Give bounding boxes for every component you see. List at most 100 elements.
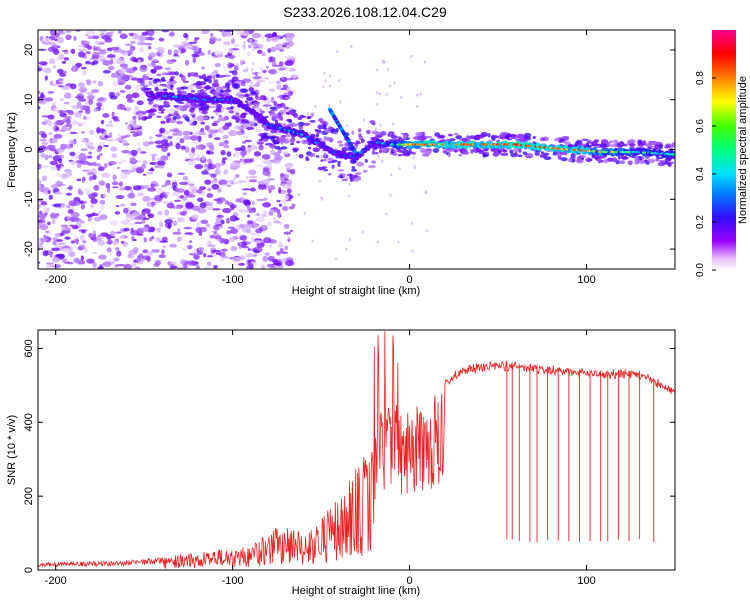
spectrogram-speckle <box>86 155 93 159</box>
spectrogram-speckle <box>254 225 257 229</box>
spectrogram-speckle <box>314 104 317 108</box>
spectrogram-speckle <box>193 249 197 253</box>
spectrogram-speckle <box>505 134 510 140</box>
spectrogram-speckle <box>158 220 163 227</box>
spectrogram-speckle <box>375 68 379 72</box>
spectrogram-speckle <box>110 146 118 152</box>
spectrogram-speckle <box>278 213 281 217</box>
spectrogram-speckle <box>196 221 201 228</box>
spectrogram-speckle <box>69 160 77 166</box>
spectrogram-speckle <box>239 242 242 246</box>
spectrogram-speckle <box>268 56 272 64</box>
spectrogram-speckle <box>268 209 277 213</box>
spectrogram-speckle <box>74 96 85 99</box>
spectrogram-speckle <box>595 157 599 161</box>
spectrogram-speckle <box>40 92 44 99</box>
spectrogram-speckle <box>201 109 208 115</box>
spectrogram-speckle <box>177 172 185 176</box>
spectrogram-speckle <box>416 135 425 141</box>
spectrogram-speckle <box>244 100 248 103</box>
spectrogram-speckle <box>67 209 74 215</box>
spectrogram-speckle <box>628 143 636 147</box>
spectrogram-speckle <box>136 100 144 106</box>
spectrogram-speckle <box>470 149 478 152</box>
spectrogram-speckle <box>170 31 175 34</box>
spectrogram-speckle <box>65 34 72 41</box>
spectrogram-speckle <box>371 130 379 135</box>
spectrogram-speckle <box>163 193 168 199</box>
spectrogram-speckle <box>309 120 316 123</box>
spectrogram-speckle <box>368 164 376 169</box>
spectrogram-speckle <box>425 229 429 233</box>
spectrogram-speckle <box>51 256 60 263</box>
spectrogram-speckle <box>432 148 440 153</box>
snr-frame <box>37 329 676 571</box>
spectrogram-speckle <box>502 152 506 156</box>
spectrogram-speckle <box>156 158 163 161</box>
spectrogram-speckle <box>329 74 332 78</box>
spectrogram-speckle <box>303 211 306 215</box>
spectrogram-speckle <box>78 86 88 94</box>
spectrogram-speckle <box>297 193 300 197</box>
spectrogram-speckle <box>291 203 296 207</box>
spectrogram-speckle <box>189 240 193 243</box>
spectrogram-speckle <box>120 241 125 244</box>
spectrogram-speckle <box>255 128 262 132</box>
spectrogram-speckle <box>206 244 216 248</box>
spectrogram-speckle <box>216 103 223 109</box>
spectrogram-speckle <box>230 106 234 110</box>
spectrogram-speckle <box>362 118 366 122</box>
spectrogram-speckle <box>517 154 523 158</box>
spectrogram-speckle <box>256 79 266 83</box>
spectrogram-speckle <box>115 194 125 200</box>
spectrogram-speckle <box>41 175 48 182</box>
spectrogram-speckle <box>256 141 265 144</box>
spectrogram-speckle <box>93 184 100 191</box>
spectrogram-speckle <box>47 90 55 94</box>
spectrogram-y-tick-label: 20 <box>23 44 35 56</box>
spectrogram-heatmap <box>38 30 675 269</box>
spectrogram-speckle <box>190 135 200 141</box>
spectrogram-speckle <box>201 170 209 175</box>
spectrogram-speckle <box>638 160 646 164</box>
spectrogram-speckle <box>244 139 252 143</box>
spectrogram-speckle <box>49 80 54 86</box>
spectrogram-speckle <box>78 51 85 58</box>
spectrogram-speckle <box>102 59 112 66</box>
spectrogram-speckle <box>268 68 277 75</box>
spectrogram-speckle <box>613 139 619 145</box>
spectrogram-speckle <box>255 216 265 222</box>
spectrogram-speckle <box>256 241 265 248</box>
spectrogram-speckle <box>109 31 115 35</box>
spectrogram-speckle <box>142 226 150 232</box>
spectrogram-speckle <box>111 111 115 117</box>
spectrogram-speckle <box>72 121 80 125</box>
spectrogram-speckle <box>286 78 294 81</box>
spectrogram-speckle <box>273 101 278 106</box>
spectrogram-speckle <box>620 141 624 144</box>
spectrogram-speckle <box>91 89 100 93</box>
spectrogram-speckle <box>130 202 137 207</box>
spectrogram-speckle <box>63 101 70 105</box>
spectrogram-speckle <box>68 200 77 207</box>
spectrogram-speckle <box>282 84 288 89</box>
spectrogram-speckle <box>60 227 69 231</box>
spectrogram-speckle <box>155 134 163 137</box>
spectrogram-speckle <box>204 179 212 185</box>
spectrogram-speckle <box>198 246 205 252</box>
spectrogram-speckle <box>156 187 163 195</box>
spectrogram-speckle <box>282 257 287 264</box>
spectrogram-speckle <box>224 200 229 205</box>
spectrogram-speckle <box>173 105 179 108</box>
snr-x-tick-label: -200 <box>45 575 67 587</box>
spectrogram-speckle <box>166 191 170 195</box>
spectrogram-speckle <box>63 52 69 55</box>
spectrogram-speckle <box>155 237 161 242</box>
spectrogram-speckle <box>38 61 48 65</box>
spectrogram-speckle <box>251 106 256 109</box>
spectrogram-speckle <box>50 247 60 252</box>
spectrogram-speckle <box>321 149 324 153</box>
spectrogram-speckle <box>157 210 163 216</box>
snr-x-tick-label: -100 <box>222 575 244 587</box>
spectrogram-speckle <box>172 44 182 48</box>
